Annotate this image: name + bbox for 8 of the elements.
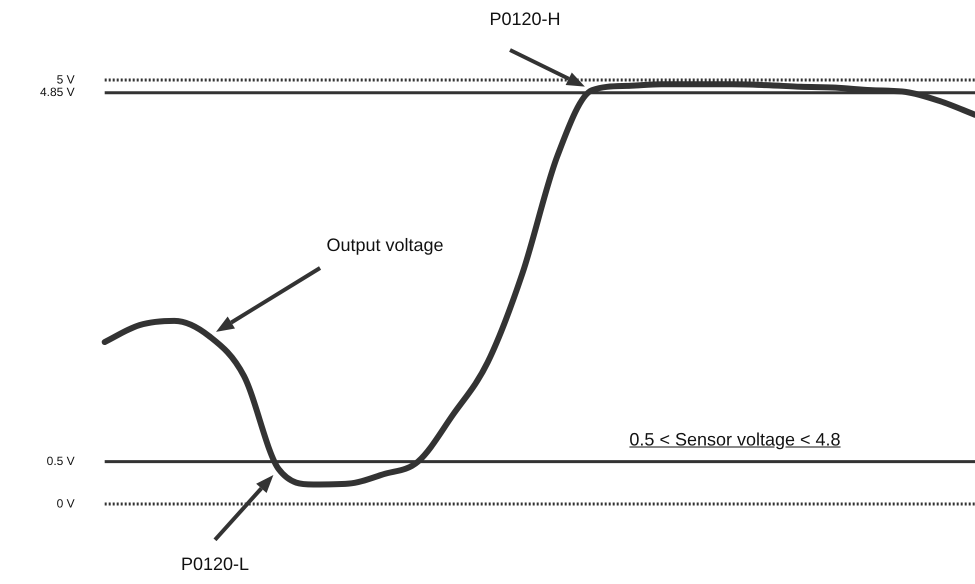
y-tick-label: 4.85 V — [40, 85, 75, 100]
annotation: Output voltage — [326, 234, 444, 255]
annotation: 0.5 < Sensor voltage < 4.8 — [629, 430, 841, 450]
text: P0120-L — [180, 554, 250, 574]
y-tick-label: 0.5 V — [46, 454, 75, 468]
text: P0120-H — [489, 8, 561, 29]
y-tick-label: 0 V — [56, 496, 75, 510]
y-tick-label: 5 V — [56, 72, 75, 86]
